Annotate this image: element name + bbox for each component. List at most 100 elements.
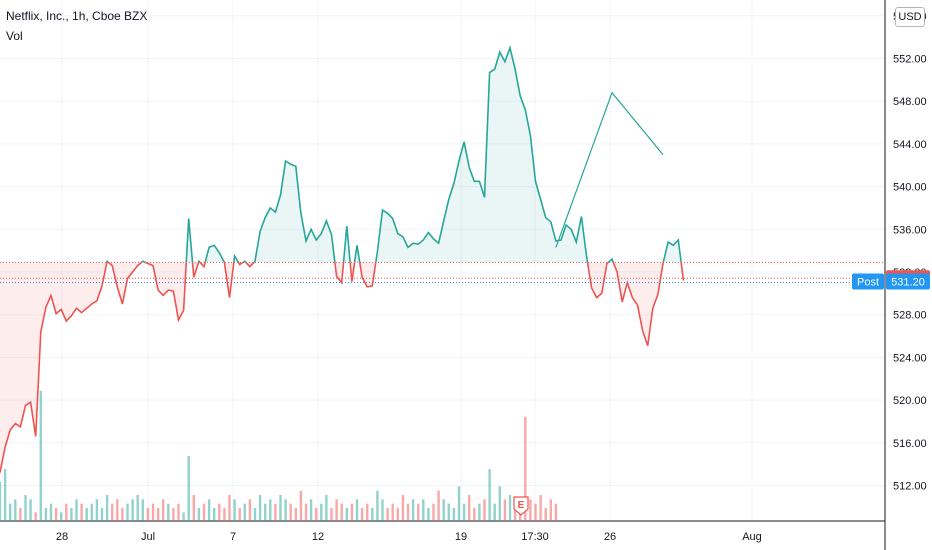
volume-bar: [360, 508, 364, 521]
volume-bar: [473, 508, 476, 521]
volume-bar: [197, 508, 201, 521]
volume-bar: [182, 512, 185, 521]
volume-bar: [457, 486, 461, 521]
x-tick-label: 19: [455, 531, 467, 543]
y-tick-label: 540.00: [893, 182, 927, 194]
volume-bar: [483, 499, 486, 521]
volume-bar: [233, 499, 236, 521]
earnings-label: E: [518, 500, 525, 511]
volume-bar: [0, 482, 2, 521]
volume-bar: [279, 495, 282, 521]
volume-bar: [141, 499, 144, 521]
y-tick-label: 544.00: [893, 139, 927, 151]
volume-bar: [167, 503, 170, 521]
volume-bar: [60, 512, 63, 521]
volume-indicator-label[interactable]: Vol: [6, 29, 23, 43]
earnings-marker: [513, 496, 529, 516]
x-tick-label: Aug: [742, 531, 762, 543]
x-tick-label: 17:30: [521, 531, 549, 543]
volume-bar: [269, 499, 272, 521]
volume-bar: [442, 499, 445, 521]
price-line-above: [106, 45, 682, 263]
volume-bar: [9, 503, 12, 521]
volume-bar: [238, 508, 241, 521]
volume-bar: [299, 490, 303, 521]
volume-bar: [29, 499, 32, 521]
volume-bar: [54, 508, 58, 521]
volume-bar: [49, 503, 53, 521]
y-tick-label: 548.00: [893, 96, 927, 108]
volume-bar: [294, 508, 297, 521]
volume-bar: [345, 508, 348, 521]
volume-bar: [100, 508, 104, 521]
volume-bar: [325, 495, 328, 521]
volume-bar: [274, 503, 277, 521]
volume-bar: [3, 469, 7, 521]
post-label-badge: [852, 273, 884, 290]
volume-bar: [371, 508, 374, 521]
volume-bar: [386, 508, 389, 521]
volume-bar: [218, 503, 221, 521]
volume-bar: [258, 495, 262, 521]
y-tick-label: 552.00: [893, 54, 927, 66]
y-tick-label: 524.00: [893, 352, 927, 364]
volume-bar: [248, 499, 252, 521]
volume-bar: [187, 456, 190, 521]
volume-bar: [34, 512, 37, 521]
x-tick-label: 28: [56, 531, 68, 543]
volume-bar: [151, 503, 155, 521]
volume-bar: [335, 499, 338, 521]
volume-bar: [24, 495, 27, 521]
volume-bar: [70, 508, 73, 521]
volume-bar: [309, 499, 313, 521]
volume-bar: [417, 503, 420, 521]
volume-bar: [105, 495, 109, 521]
volume-bar: [264, 503, 267, 521]
volume-bar: [284, 499, 287, 521]
volume-bar: [452, 508, 456, 521]
volume-bar: [39, 391, 42, 521]
volume-bar: [549, 499, 552, 521]
volume-bar: [121, 508, 124, 521]
volume-bar: [376, 490, 379, 521]
x-tick-label: 7: [230, 531, 236, 543]
volume-bar: [330, 508, 333, 521]
volume-bar: [126, 503, 129, 521]
volume-bar: [289, 503, 292, 521]
area-above-baseline: [0, 47, 684, 263]
currency-button[interactable]: USD: [895, 7, 925, 27]
volume-bar: [437, 490, 440, 521]
volume-bar: [253, 508, 257, 521]
volume-bar: [350, 503, 354, 521]
x-tick-label: Jul: [141, 531, 155, 543]
volume-bar: [478, 503, 481, 521]
volume-bar: [524, 417, 527, 521]
volume-bar: [320, 503, 323, 521]
volume-bar: [80, 503, 83, 521]
area-below-baseline: [0, 262, 684, 473]
volume-bar: [304, 503, 308, 521]
post-label: Post: [857, 277, 879, 289]
projection-line: [555, 91, 664, 248]
volume-bar: [381, 499, 384, 521]
x-tick-label: 12: [312, 531, 324, 543]
volume-bar: [406, 503, 410, 521]
volume-bar: [136, 495, 139, 521]
x-tick-label: 26: [604, 531, 616, 543]
y-tick-label: 516.00: [893, 438, 927, 450]
volume-bar: [177, 503, 180, 521]
volume-bar: [85, 508, 88, 521]
volume-bar: [513, 503, 517, 521]
volume-bar: [503, 499, 507, 521]
volume-bar: [213, 508, 216, 521]
volume-bar: [508, 495, 512, 521]
volume-bar: [95, 499, 99, 521]
volume-bar: [223, 508, 226, 521]
volume-bar: [207, 499, 211, 521]
volume-bar: [401, 495, 405, 521]
volume-bar: [462, 503, 466, 521]
volume-bar: [116, 499, 119, 521]
volume-bar: [75, 499, 78, 521]
volume-bar: [411, 499, 415, 521]
